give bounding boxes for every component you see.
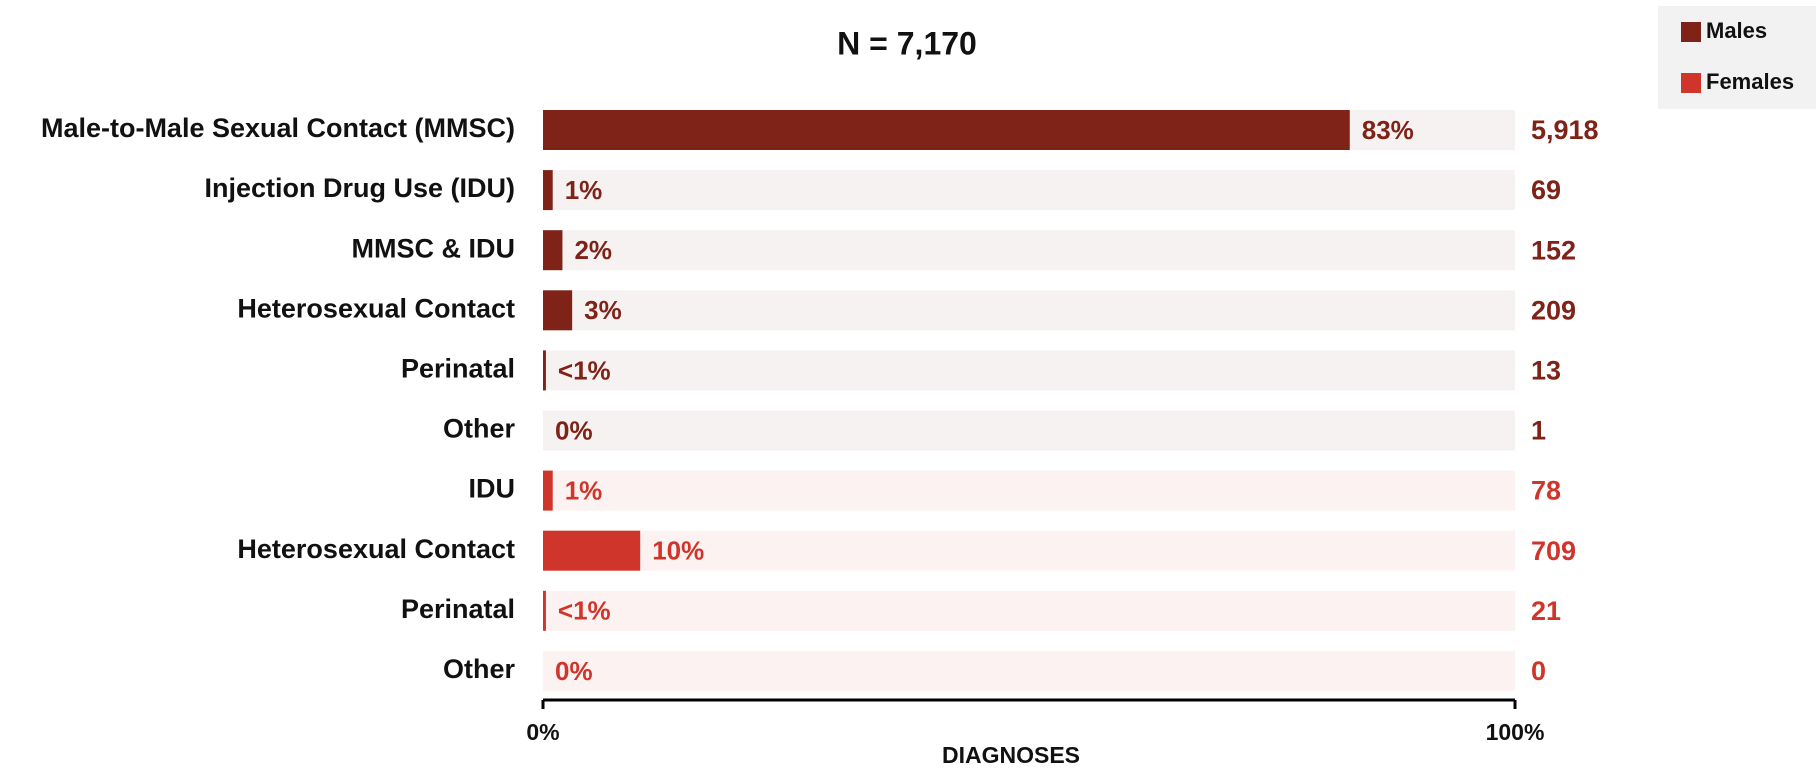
chart-title: N = 7,170 <box>837 25 977 61</box>
y-tick-label: Heterosexual Contact <box>237 534 515 564</box>
bar <box>543 590 546 631</box>
bar <box>543 470 553 511</box>
legend-swatch <box>1681 22 1701 42</box>
bar-track <box>543 230 1515 271</box>
value-label: 3% <box>584 295 622 325</box>
y-tick-label: Other <box>443 654 516 684</box>
bar <box>543 170 553 211</box>
bar-track <box>543 530 1515 571</box>
count-label: 1 <box>1531 416 1546 446</box>
count-label: 209 <box>1531 295 1576 325</box>
y-tick-label: Perinatal <box>401 594 515 624</box>
value-label: 0% <box>555 415 593 445</box>
x-tick-label: 100% <box>1486 719 1545 745</box>
bar-track <box>543 590 1515 631</box>
bar <box>543 110 1350 150</box>
value-label: 83% <box>1362 115 1414 145</box>
count-label: 21 <box>1531 596 1561 626</box>
count-label: 152 <box>1531 235 1576 265</box>
bar-track <box>543 410 1515 451</box>
bar-track <box>543 470 1515 511</box>
bar <box>543 350 546 391</box>
value-label: 10% <box>652 536 704 566</box>
y-tick-label: Heterosexual Contact <box>237 293 515 323</box>
value-label: 1% <box>565 175 603 205</box>
y-tick-label: Other <box>443 414 516 444</box>
bar <box>543 290 573 331</box>
y-tick-label: Male-to-Male Sexual Contact (MMSC) <box>41 113 515 143</box>
bar-track <box>543 290 1515 331</box>
legend-label: Males <box>1706 18 1767 43</box>
legend-swatch <box>1681 73 1701 93</box>
count-label: 0 <box>1531 656 1546 686</box>
value-label: 1% <box>565 475 603 505</box>
y-tick-label: IDU <box>469 474 516 504</box>
bar-track <box>543 170 1515 211</box>
bar <box>543 530 641 571</box>
y-tick-label: Injection Drug Use (IDU) <box>204 173 515 203</box>
value-label: 2% <box>574 235 612 265</box>
count-label: 78 <box>1531 476 1561 506</box>
value-label: <1% <box>558 355 611 385</box>
value-label: <1% <box>558 596 611 626</box>
count-label: 69 <box>1531 175 1561 205</box>
x-axis-label: DIAGNOSES <box>942 742 1080 768</box>
legend-label: Females <box>1706 69 1794 94</box>
x-tick-label: 0% <box>526 719 559 745</box>
y-tick-label: MMSC & IDU <box>352 233 516 263</box>
bar-track <box>543 350 1515 391</box>
bar <box>543 230 563 271</box>
bar-track <box>543 650 1515 691</box>
count-label: 5,918 <box>1531 115 1599 145</box>
count-label: 709 <box>1531 536 1576 566</box>
y-tick-label: Perinatal <box>401 354 515 384</box>
value-label: 0% <box>555 656 593 686</box>
count-label: 13 <box>1531 356 1561 386</box>
